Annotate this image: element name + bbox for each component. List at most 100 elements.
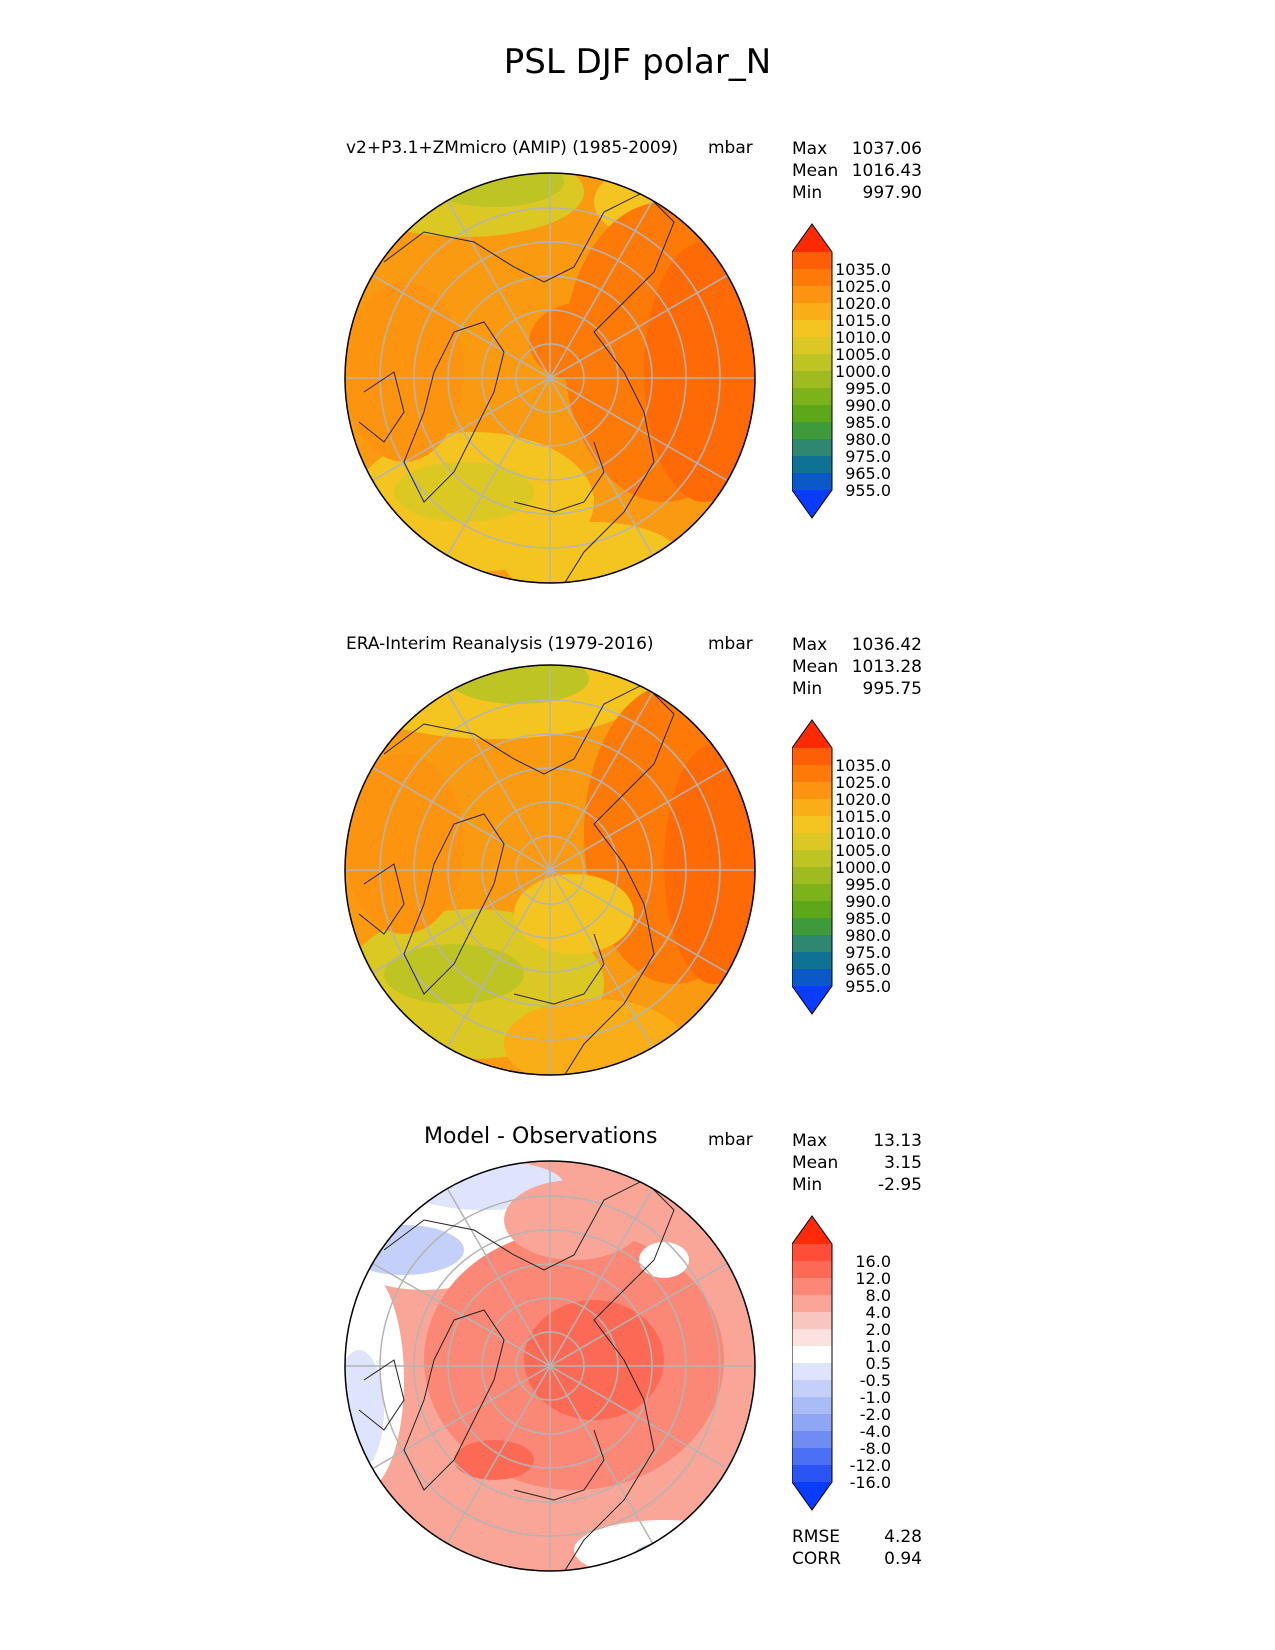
stat-min-label: Min: [792, 679, 823, 699]
colorbar-tick-label: 16.0: [855, 1252, 891, 1271]
colorbar-segment: [792, 1448, 832, 1466]
colorbar-segment: [792, 799, 832, 817]
colorbar-tick-label: 1020.0: [835, 790, 891, 809]
stats-block: Max 13.13 Mean 3.15 Min -2.95: [792, 1130, 922, 1196]
colorbar-segment: [792, 1397, 832, 1415]
colorbar-tick-label: 1025.0: [835, 773, 891, 792]
colorbar-tick-label: 990.0: [845, 396, 891, 415]
colorbar-segment: [792, 422, 832, 440]
colorbar: 1035.01025.01020.01015.01010.01005.01000…: [792, 223, 891, 519]
stat-max-label: Max: [792, 1131, 828, 1151]
colorbar-segment: [792, 371, 832, 389]
colorbar-tick-label: 985.0: [845, 909, 891, 928]
panel-model: v2+P3.1+ZMmicro (AMIP) (1985-2009) mbar: [0, 130, 1275, 610]
colorbar-segment: [792, 1312, 832, 1330]
panel-title: Model - Observations: [424, 1124, 658, 1149]
colorbar-tick-label: 1025.0: [835, 277, 891, 296]
stat-mean-label: Mean: [792, 161, 839, 181]
colorbar-tick-label: 12.0: [855, 1269, 891, 1288]
colorbar-extend-bottom: [792, 1482, 832, 1510]
stat-max-label: Max: [792, 635, 828, 655]
stat-min-value: -2.95: [878, 1175, 922, 1195]
colorbar-tick-label: 4.0: [866, 1303, 891, 1322]
colorbar-segment: [792, 1261, 832, 1279]
colorbar-tick-label: 1020.0: [835, 294, 891, 313]
colorbar-extend-top: [792, 720, 832, 748]
colorbar-segment: [792, 748, 832, 766]
metrics-block: RMSE 4.28 CORR 0.94: [792, 1526, 922, 1570]
panel-difference: Model - Observations mbar: [0, 1122, 1275, 1602]
colorbar-segment: [792, 935, 832, 953]
colorbar-tick-label: 965.0: [845, 960, 891, 979]
units-label: mbar: [708, 138, 753, 158]
colorbar-segment: [792, 439, 832, 457]
corr-label: CORR: [792, 1549, 841, 1569]
colorbar-segment: [792, 833, 832, 851]
colorbar-tick-label: -12.0: [850, 1456, 891, 1475]
colorbar: 16.012.08.04.02.01.00.5-0.5-1.0-2.0-4.0-…: [792, 1215, 891, 1511]
colorbar-segment: [792, 286, 832, 304]
colorbar-extend-bottom: [792, 986, 832, 1014]
panel-title: ERA-Interim Reanalysis (1979-2016): [346, 634, 654, 654]
rmse-value: 4.28: [884, 1527, 922, 1547]
colorbar-segment: [792, 952, 832, 970]
colorbar-segment: [792, 1465, 832, 1483]
colorbar-segment: [792, 782, 832, 800]
colorbar-segment: [792, 918, 832, 936]
figure-title: PSL DJF polar_N: [503, 42, 772, 82]
colorbar-tick-label: 0.5: [866, 1354, 891, 1373]
colorbar-tick-label: 955.0: [845, 977, 891, 996]
colorbar-tick-label: 995.0: [845, 875, 891, 894]
stat-max-value: 1036.42: [851, 635, 922, 655]
colorbar-tick-label: 980.0: [845, 430, 891, 449]
stat-min-value: 997.90: [862, 183, 922, 203]
colorbar-tick-label: 1.0: [866, 1337, 891, 1356]
colorbar-segment: [792, 405, 832, 423]
colorbar-tick-label: 975.0: [845, 943, 891, 962]
colorbar-segment: [792, 1346, 832, 1364]
stat-mean-label: Mean: [792, 657, 839, 677]
colorbar-tick-label: -8.0: [860, 1439, 891, 1458]
colorbar-segment: [792, 320, 832, 338]
colorbar-segment: [792, 354, 832, 372]
colorbar-segment: [792, 1380, 832, 1398]
stat-max-label: Max: [792, 139, 828, 159]
colorbar-tick-label: -2.0: [860, 1405, 891, 1424]
panel-obs: ERA-Interim Reanalysis (1979-2016) mbar: [0, 626, 1275, 1106]
colorbar-segment: [792, 969, 832, 987]
colorbar-tick-label: 1035.0: [835, 260, 891, 279]
colorbar-outline: [792, 223, 833, 519]
colorbar-tick-label: 1035.0: [835, 756, 891, 775]
colorbar-segment: [792, 1363, 832, 1381]
colorbar-segment: [792, 337, 832, 355]
colorbar-tick-label: -16.0: [850, 1473, 891, 1492]
panel-title: v2+P3.1+ZMmicro (AMIP) (1985-2009): [346, 138, 679, 158]
colorbar-tick-label: 1015.0: [835, 311, 891, 330]
colorbar-tick-label: 1010.0: [835, 824, 891, 843]
colorbar-tick-label: 965.0: [845, 464, 891, 483]
polar-map: [344, 1160, 756, 1572]
colorbar-outline: [792, 719, 833, 1015]
colorbar-segment: [792, 1244, 832, 1262]
corr-value: 0.94: [884, 1549, 922, 1569]
colorbar-segment: [792, 303, 832, 321]
colorbar-segment: [792, 1329, 832, 1347]
stat-max-value: 1037.06: [851, 139, 922, 159]
colorbar-segment: [792, 388, 832, 406]
colorbar-segment: [792, 1295, 832, 1313]
colorbar-segment: [792, 1278, 832, 1296]
polar-map: [344, 172, 756, 584]
stat-mean-value: 1016.43: [851, 161, 922, 181]
rmse-label: RMSE: [792, 1527, 841, 1547]
units-label: mbar: [708, 634, 753, 654]
colorbar-tick-label: 1000.0: [835, 362, 891, 381]
colorbar-tick-label: 1010.0: [835, 328, 891, 347]
colorbar-tick-label: 1005.0: [835, 345, 891, 364]
colorbar-tick-label: 1000.0: [835, 858, 891, 877]
stats-block: Max 1036.42 Mean 1013.28 Min 995.75: [792, 634, 922, 700]
colorbar-tick-label: -0.5: [860, 1371, 891, 1390]
colorbar-tick-label: -4.0: [860, 1422, 891, 1441]
colorbar-segment: [792, 456, 832, 474]
colorbar-tick-label: 8.0: [866, 1286, 891, 1305]
colorbar: 1035.01025.01020.01015.01010.01005.01000…: [792, 719, 891, 1015]
